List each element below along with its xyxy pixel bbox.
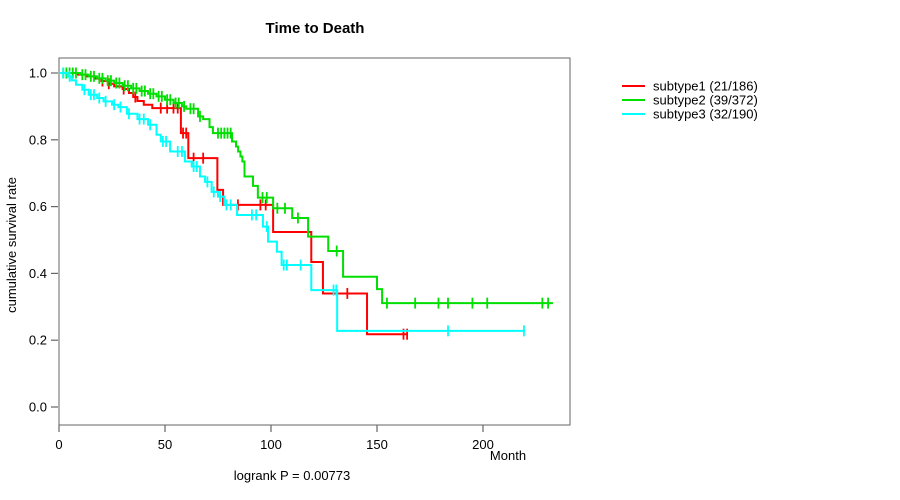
y-tick-label: 0.6 [29,199,47,214]
x-tick-label: 100 [260,437,282,452]
x-axis-unit-label: Month [490,448,526,463]
series-curve-2 [59,72,553,305]
y-axis-label: cumulative survival rate [4,177,19,313]
legend: subtype1 (21/186)subtype2 (39/372)subtyp… [622,79,758,122]
series-layer [59,67,553,340]
legend-label: subtype3 (32/190) [653,107,758,122]
x-tick-label: 50 [158,437,172,452]
y-tick-label: 0.2 [29,333,47,348]
series-curve-1 [59,72,408,336]
series-curve-3 [59,72,525,332]
plot-area-box [58,57,571,426]
y-tick-label: 1.0 [29,66,47,81]
x-tick-label: 0 [55,437,62,452]
x-tick-label: 150 [366,437,388,452]
axes-layer: 0 50 100 150 200 0.0 0.2 0.4 0.6 0.8 1.0 [29,66,494,453]
y-tick-label: 0.8 [29,132,47,147]
legend-label: subtype1 (21/186) [653,79,758,94]
chart-title: Time to Death [266,20,365,37]
y-tick-label: 0.0 [29,400,47,415]
x-tick-label: 200 [472,437,494,452]
legend-label: subtype2 (39/372) [653,93,758,108]
logrank-note: logrank P = 0.00773 [234,468,351,483]
y-tick-label: 0.4 [29,266,47,281]
